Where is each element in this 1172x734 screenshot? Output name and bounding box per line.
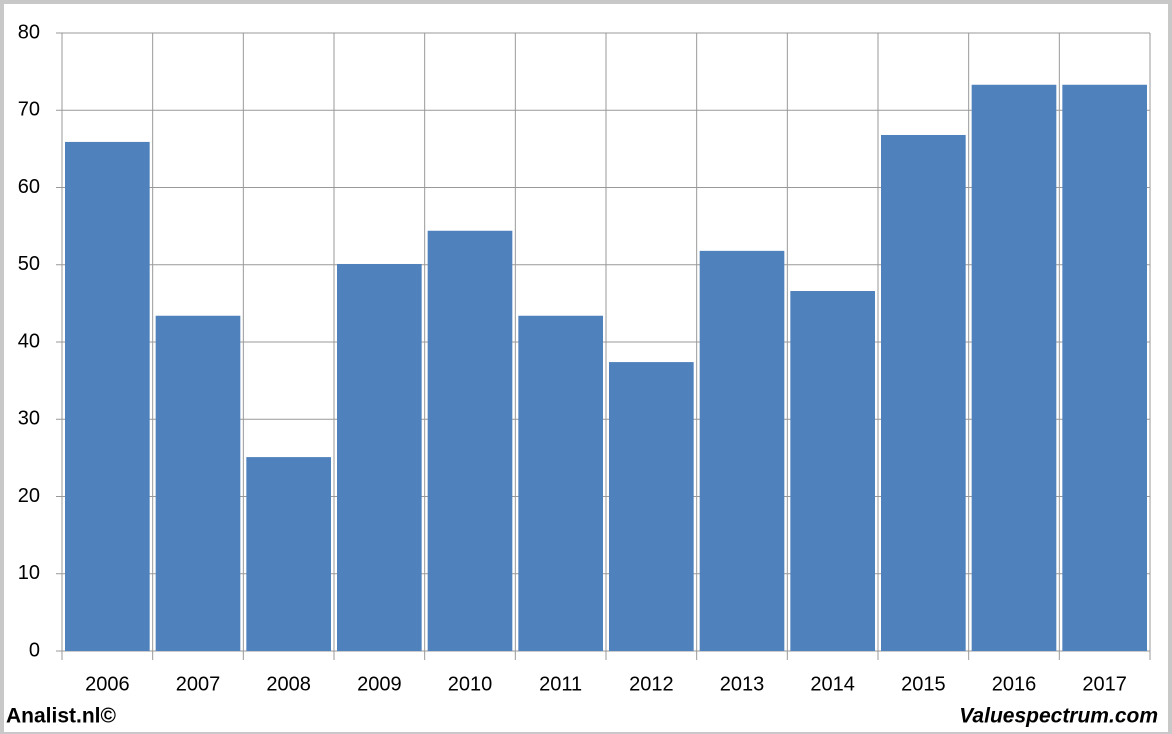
bar [699,250,785,651]
x-tick-label: 2012 [629,673,674,695]
bar [155,315,241,651]
bar [65,141,150,652]
y-tick-label: 70 [18,99,40,121]
source-right: Valuespectrum.com [959,705,1158,728]
bar [881,134,966,652]
y-tick-label: 60 [18,176,40,198]
source-left: Analist.nl© [6,705,117,728]
y-tick-label: 0 [29,639,40,661]
x-tick-label: 2017 [1082,673,1127,695]
y-tick-label: 50 [18,253,40,275]
x-tick-label: 2007 [176,673,221,695]
x-tick-label: 2014 [810,673,855,695]
x-tick-label: 2008 [266,673,311,695]
y-tick-label: 10 [18,562,40,584]
y-tick-label: 30 [18,408,40,430]
y-tick-label: 20 [18,485,40,507]
x-tick-label: 2011 [539,673,582,695]
bar [790,291,875,651]
footer [4,703,1168,732]
y-tick-label: 80 [18,21,40,43]
bar [427,230,513,651]
bar [246,457,331,651]
x-tick-label: 2009 [357,673,402,695]
bar [971,84,1057,651]
y-tick-label: 40 [18,330,40,352]
x-tick-label: 2013 [720,673,765,695]
x-tick-label: 2006 [85,673,130,695]
x-tick-label: 2016 [992,673,1037,695]
bar [609,362,694,651]
bar [1062,84,1147,651]
x-tick-label: 2015 [901,673,946,695]
bar [337,263,422,651]
x-tick-label: 2010 [448,673,493,695]
bar [518,315,603,651]
